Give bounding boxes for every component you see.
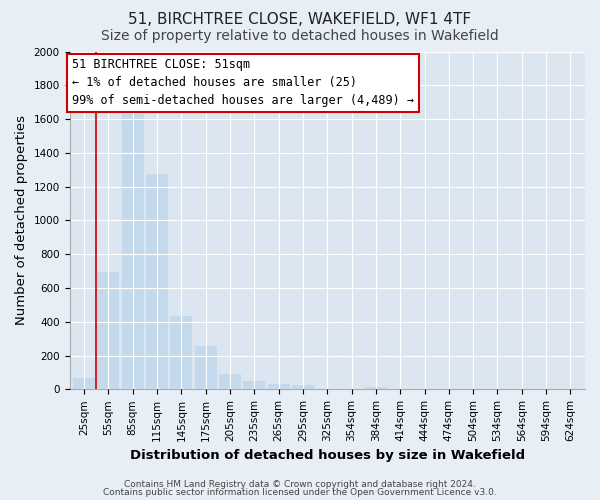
Bar: [146, 174, 168, 390]
X-axis label: Distribution of detached houses by size in Wakefield: Distribution of detached houses by size …: [130, 450, 525, 462]
Bar: [219, 374, 241, 390]
Bar: [365, 387, 387, 390]
Text: Size of property relative to detached houses in Wakefield: Size of property relative to detached ho…: [101, 29, 499, 43]
Bar: [268, 384, 290, 390]
Y-axis label: Number of detached properties: Number of detached properties: [15, 116, 28, 326]
Text: Contains public sector information licensed under the Open Government Licence v3: Contains public sector information licen…: [103, 488, 497, 497]
Text: 51 BIRCHTREE CLOSE: 51sqm
← 1% of detached houses are smaller (25)
99% of semi-d: 51 BIRCHTREE CLOSE: 51sqm ← 1% of detach…: [72, 58, 414, 108]
Bar: [244, 381, 265, 390]
Text: 51, BIRCHTREE CLOSE, WAKEFIELD, WF1 4TF: 51, BIRCHTREE CLOSE, WAKEFIELD, WF1 4TF: [128, 12, 472, 28]
Bar: [170, 316, 193, 390]
Bar: [292, 385, 314, 390]
Bar: [73, 378, 95, 390]
Bar: [97, 272, 119, 390]
Bar: [122, 114, 143, 390]
Text: Contains HM Land Registry data © Crown copyright and database right 2024.: Contains HM Land Registry data © Crown c…: [124, 480, 476, 489]
Bar: [195, 346, 217, 390]
